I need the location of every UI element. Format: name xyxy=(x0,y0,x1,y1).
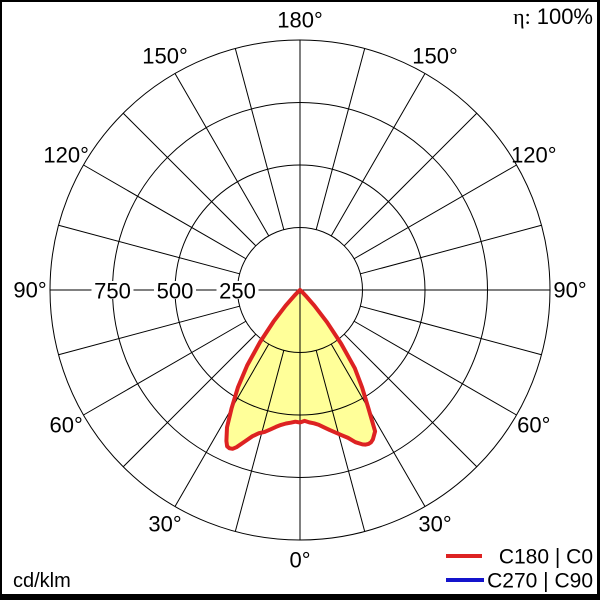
legend: C180 | C0 C270 | C90 xyxy=(446,546,593,593)
grid-spoke xyxy=(360,305,542,356)
angle-label-150°: 150° xyxy=(412,44,458,69)
ring-label-bg xyxy=(154,281,196,299)
grid-spoke xyxy=(353,164,517,260)
distribution-fill xyxy=(226,290,376,449)
grid-spoke xyxy=(343,333,478,468)
grid-spoke xyxy=(122,333,257,468)
angle-label-left-120°: 120° xyxy=(43,143,89,168)
angle-label-left-60°: 60° xyxy=(50,413,83,438)
grid-spoke xyxy=(353,320,517,416)
frame-left xyxy=(0,0,2,600)
angle-label-left-90°: 90° xyxy=(13,278,46,303)
grid-spoke xyxy=(83,164,247,260)
ring-label-bg xyxy=(91,281,134,299)
angle-label-left-30°: 30° xyxy=(148,511,181,536)
intensity-curve-c180-c0 xyxy=(224,288,378,451)
ring-label-500: 500 xyxy=(157,279,194,304)
radial-scale-labels: 250 500 750 xyxy=(91,279,259,304)
angle-label-60°: 60° xyxy=(517,413,550,438)
angle-label-120°: 120° xyxy=(511,143,557,168)
grid-spoke xyxy=(343,112,478,247)
grid-spoke xyxy=(234,48,285,230)
angle-labels: 0° 30° 30° 60° 60° 90° 90° 120° 120° 150° 150° 180° xyxy=(13,8,586,573)
angle-label-30°: 30° xyxy=(418,511,451,536)
ring-label-250: 250 xyxy=(219,279,256,304)
grid-spoke xyxy=(330,343,426,507)
grid-spoke xyxy=(315,48,366,230)
angle-label-0°: 0° xyxy=(289,548,310,573)
ring-label-750: 750 xyxy=(94,279,131,304)
grid-spoke xyxy=(122,112,257,247)
efficiency-value: 100% xyxy=(537,4,593,29)
legend-label-c180-c0: C180 | C0 xyxy=(499,546,593,569)
legend-label-c270-c90: C270 | C90 xyxy=(487,570,593,593)
frame-top xyxy=(0,0,600,2)
grid-spoke xyxy=(174,73,270,237)
polar-grid xyxy=(49,39,551,541)
frame-bottom xyxy=(0,594,600,600)
angle-label-left-150°: 150° xyxy=(142,44,188,69)
grid-spoke xyxy=(360,224,542,275)
unit-label: cd/klm xyxy=(13,570,71,592)
grid-spoke xyxy=(58,305,240,356)
frame-right xyxy=(597,0,600,600)
grid-spoke xyxy=(315,350,366,532)
ring-label-bg xyxy=(216,281,259,299)
grid-spoke xyxy=(330,73,426,237)
angle-label-90°: 90° xyxy=(553,278,586,303)
grid-spoke xyxy=(234,350,285,532)
grid-spoke xyxy=(83,320,247,416)
angle-label-180°: 180° xyxy=(277,8,323,33)
eta-symbol: η: xyxy=(513,4,531,29)
grid-spoke xyxy=(58,224,240,275)
efficiency-label: η: 100% xyxy=(513,4,593,29)
grid-spoke xyxy=(174,343,270,507)
